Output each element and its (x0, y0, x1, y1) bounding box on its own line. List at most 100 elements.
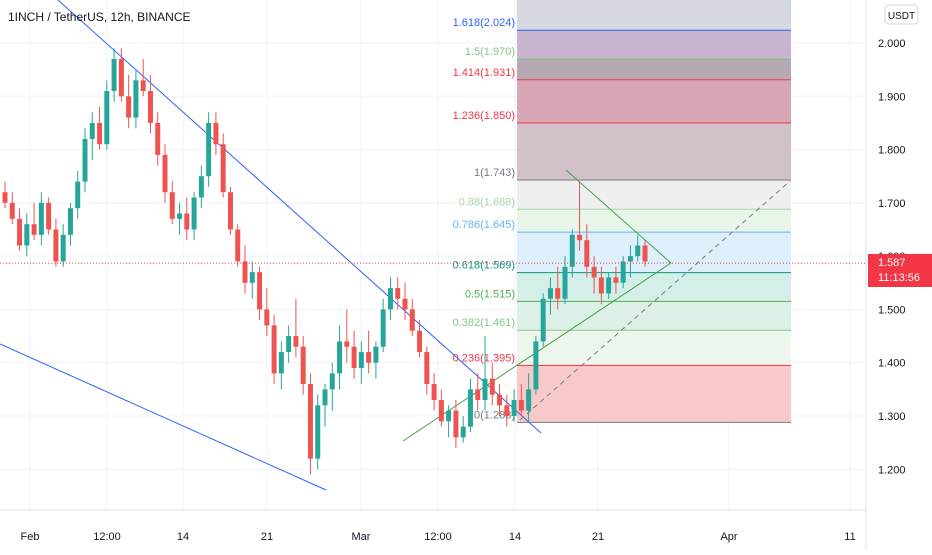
candle-body (562, 266, 568, 299)
candle-body (278, 352, 284, 374)
candle (424, 346, 430, 395)
candle (82, 128, 88, 193)
candle-body (75, 181, 81, 209)
time-tick-label: 14 (509, 531, 521, 543)
candle (627, 245, 633, 278)
time-tick-label: Apr (720, 531, 737, 543)
projection-dashed-line[interactable] (519, 180, 791, 421)
candle (569, 229, 575, 278)
candle-body (627, 256, 633, 262)
candle (467, 378, 473, 432)
candle-body (329, 373, 335, 390)
current-price-tag: 1.587 11:13:56 (868, 254, 932, 287)
candle (133, 69, 139, 129)
candle (540, 293, 546, 347)
candle-body (206, 122, 212, 177)
candle (104, 80, 110, 150)
triangle-upper-edge[interactable] (565, 169, 672, 264)
candle (140, 58, 146, 97)
candle-body (547, 288, 553, 299)
candle (329, 362, 335, 411)
candle-body (9, 202, 15, 219)
candle (598, 266, 604, 305)
candle-body (475, 389, 481, 401)
candle (97, 106, 103, 150)
fib-band-top (517, 0, 791, 31)
lower-trendline[interactable] (0, 343, 327, 491)
candle-body (373, 346, 379, 363)
candle-body (635, 245, 641, 257)
candle (17, 208, 23, 251)
candle (307, 373, 313, 475)
candle-body (344, 341, 350, 347)
candle-body (307, 384, 313, 459)
candle (518, 384, 524, 416)
upper-trendline[interactable] (57, 0, 542, 434)
candle (453, 400, 459, 448)
candle (606, 272, 612, 299)
price-tick-label: 1.400 (878, 358, 906, 370)
candle (53, 218, 59, 267)
candle-body (67, 208, 73, 235)
price-tick-label: 1.500 (878, 304, 906, 316)
candle (417, 320, 423, 358)
candle (257, 266, 263, 321)
candle-body (526, 389, 532, 411)
candle-body (613, 277, 619, 283)
candle-body (387, 288, 393, 310)
candle (126, 74, 132, 129)
candle-body (169, 192, 175, 219)
candle-body (577, 234, 583, 241)
fib-level-label: 1.236(1.850) (453, 110, 515, 122)
candle-body (351, 346, 357, 369)
currency-button[interactable]: USDT (884, 4, 919, 25)
candle-body (271, 325, 277, 374)
candles (2, 48, 648, 475)
candle (591, 256, 597, 294)
candle (366, 330, 372, 374)
candle-body (322, 389, 328, 406)
price-countdown: 11:13:56 (878, 272, 920, 284)
candle (577, 181, 583, 251)
candle (431, 373, 437, 411)
candle-body (409, 309, 415, 331)
current-price-value: 1.587 (878, 257, 906, 269)
candle (620, 256, 626, 289)
candle-body (489, 378, 495, 395)
candle-body (540, 298, 546, 342)
fib-band (517, 301, 791, 331)
candle (31, 202, 37, 241)
candle-body (104, 90, 110, 145)
price-tick-label: 2.000 (878, 38, 906, 50)
fibonacci-extension[interactable]: 0(1.288)0.236(1.395)0.382(1.461)0.5(1.51… (453, 0, 791, 423)
candle-body (555, 288, 561, 299)
candle (162, 144, 168, 203)
fib-level-label: 0.88(1.688) (459, 196, 515, 208)
candle-body (482, 378, 488, 401)
candle-body (2, 192, 8, 203)
candle-body (191, 197, 197, 230)
candle (344, 309, 350, 363)
candle-body (620, 261, 626, 283)
candle-body (147, 90, 153, 123)
candle (497, 384, 503, 416)
candle (555, 266, 561, 310)
time-tick-label: 11 (844, 531, 855, 543)
candle (446, 405, 452, 438)
candle-body (497, 394, 503, 406)
candle-body (242, 261, 248, 283)
candle (24, 213, 30, 257)
time-axis[interactable]: Feb 12:00 14 21 Mar 12:00 14 21 Apr 11 (0, 509, 866, 543)
candle-body (53, 229, 59, 262)
candle (387, 277, 393, 321)
price-axis[interactable]: 1.2001.3001.4001.5001.6001.7001.8001.900… (865, 0, 906, 550)
candle (482, 336, 488, 411)
candle-body (38, 202, 44, 235)
candle-body (46, 202, 52, 230)
candle (489, 362, 495, 406)
candle (322, 384, 328, 427)
candle (526, 373, 532, 422)
candle (9, 192, 15, 225)
